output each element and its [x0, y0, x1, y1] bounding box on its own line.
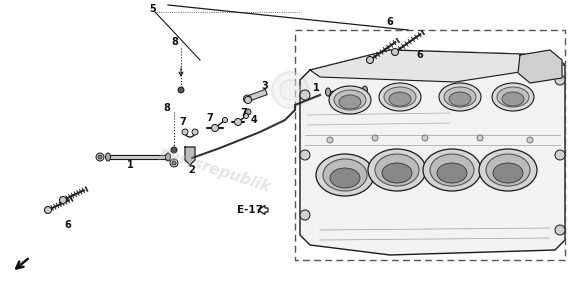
Text: 7: 7: [240, 108, 247, 118]
Circle shape: [366, 57, 373, 64]
Ellipse shape: [316, 154, 374, 196]
Circle shape: [212, 125, 218, 131]
Circle shape: [348, 98, 352, 102]
Ellipse shape: [323, 159, 367, 191]
Text: 3: 3: [262, 81, 268, 91]
Ellipse shape: [486, 154, 530, 186]
Ellipse shape: [384, 87, 416, 107]
Ellipse shape: [329, 86, 371, 114]
Circle shape: [243, 95, 251, 103]
Polygon shape: [310, 50, 565, 82]
Ellipse shape: [379, 83, 421, 111]
Ellipse shape: [449, 92, 471, 106]
Circle shape: [223, 118, 228, 123]
Circle shape: [300, 90, 310, 100]
Polygon shape: [108, 155, 168, 159]
Circle shape: [555, 75, 565, 85]
Ellipse shape: [389, 92, 411, 106]
Circle shape: [272, 72, 308, 108]
Ellipse shape: [439, 83, 481, 111]
Text: partsrepublik: partsrepublik: [157, 145, 273, 195]
Polygon shape: [249, 89, 267, 101]
Circle shape: [192, 129, 198, 135]
Circle shape: [172, 161, 176, 165]
Circle shape: [171, 147, 177, 153]
Ellipse shape: [339, 95, 361, 109]
Circle shape: [243, 114, 249, 118]
Circle shape: [555, 225, 565, 235]
Text: 7: 7: [180, 117, 186, 127]
Circle shape: [300, 210, 310, 220]
Text: E-17: E-17: [237, 205, 263, 215]
Circle shape: [96, 153, 104, 161]
Circle shape: [555, 150, 565, 160]
Text: 6: 6: [417, 50, 423, 60]
Ellipse shape: [368, 149, 426, 191]
Ellipse shape: [479, 149, 537, 191]
Polygon shape: [328, 88, 365, 96]
Circle shape: [346, 96, 354, 104]
Text: 7: 7: [206, 113, 213, 123]
Circle shape: [170, 159, 178, 167]
Circle shape: [327, 137, 333, 143]
Circle shape: [527, 137, 533, 143]
Circle shape: [372, 135, 378, 141]
Circle shape: [477, 135, 483, 141]
Text: 6: 6: [65, 220, 71, 230]
Ellipse shape: [106, 153, 110, 161]
Ellipse shape: [362, 86, 368, 94]
Ellipse shape: [444, 87, 476, 107]
Ellipse shape: [437, 163, 467, 183]
Ellipse shape: [382, 163, 412, 183]
Text: 8: 8: [164, 103, 171, 113]
Polygon shape: [300, 50, 565, 255]
Text: 1: 1: [313, 83, 320, 93]
Text: 1: 1: [127, 160, 134, 170]
Polygon shape: [185, 147, 195, 165]
Circle shape: [280, 80, 300, 100]
Ellipse shape: [334, 90, 366, 110]
Ellipse shape: [423, 149, 481, 191]
Circle shape: [178, 87, 184, 93]
Polygon shape: [518, 50, 562, 83]
Ellipse shape: [492, 83, 534, 111]
Ellipse shape: [430, 154, 474, 186]
Text: 5: 5: [150, 4, 157, 14]
Circle shape: [244, 97, 251, 103]
Text: 8: 8: [172, 37, 179, 47]
Text: 2: 2: [188, 165, 195, 175]
Ellipse shape: [165, 153, 171, 161]
Circle shape: [60, 197, 66, 203]
Text: 4: 4: [251, 115, 257, 125]
Ellipse shape: [497, 87, 529, 107]
Circle shape: [235, 118, 242, 125]
Ellipse shape: [375, 154, 419, 186]
Circle shape: [245, 109, 251, 115]
Ellipse shape: [330, 168, 360, 188]
Circle shape: [98, 155, 102, 159]
Circle shape: [422, 135, 428, 141]
Circle shape: [391, 49, 398, 55]
Text: 6: 6: [387, 17, 394, 27]
Circle shape: [300, 150, 310, 160]
Circle shape: [45, 207, 51, 214]
Circle shape: [182, 129, 188, 135]
Ellipse shape: [325, 88, 331, 96]
Ellipse shape: [493, 163, 523, 183]
Ellipse shape: [502, 92, 524, 106]
